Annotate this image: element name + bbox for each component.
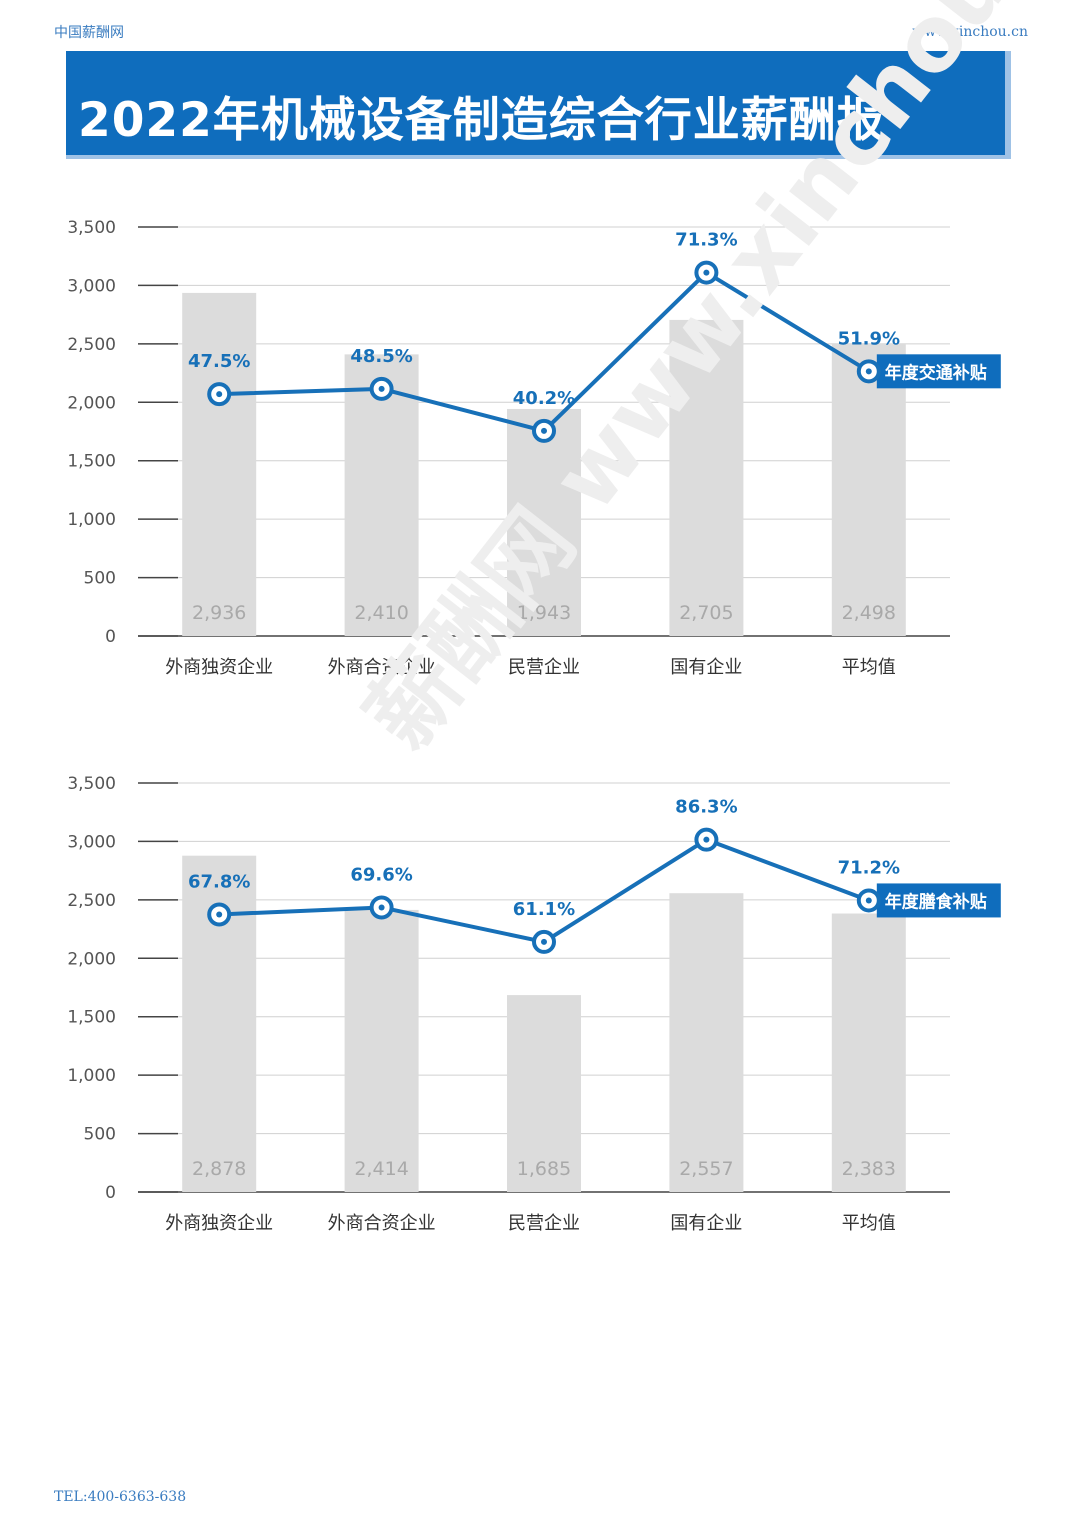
y-tick-label: 2,500 <box>67 891 116 911</box>
legend-label: 年度膳食补贴 <box>885 891 987 912</box>
bar <box>507 995 581 1192</box>
series-point-dot <box>865 368 872 375</box>
bar <box>669 893 744 1192</box>
point-ratio-label: 69.6% <box>350 864 412 885</box>
category-label: 外商独资企业 <box>165 657 273 678</box>
y-tick-label: 0 <box>105 1183 116 1203</box>
point-ratio-label: 48.5% <box>350 346 412 367</box>
y-tick-label: 1,500 <box>67 1008 116 1028</box>
series-point-dot <box>378 904 385 911</box>
y-tick-label: 3,500 <box>67 218 116 238</box>
bar <box>182 292 257 636</box>
series-point-dot <box>703 836 710 843</box>
meal-allowance-chart: 0 500 1,000 1,500 2,000 2,500 3,000 3,500 2,878 外… <box>67 774 1001 1234</box>
y-tick-label: 1,500 <box>67 452 116 472</box>
category-label: 外商独资企业 <box>165 1213 273 1234</box>
series-point-dot <box>541 427 547 434</box>
series-legend: 年度交通补贴 <box>876 354 1001 389</box>
bar-value-label: 2,383 <box>842 1158 896 1180</box>
y-tick-label: 3,000 <box>67 276 116 296</box>
bar-value-label: 2,878 <box>192 1158 246 1180</box>
bar <box>344 354 419 636</box>
footer-tel: TEL:400-6363-638 <box>54 1489 187 1505</box>
category-label: 平均值 <box>842 657 896 678</box>
bar <box>507 408 581 636</box>
y-tick-label: 1,000 <box>67 510 116 530</box>
bar <box>344 909 419 1192</box>
bar-value-label: 2,705 <box>679 602 733 624</box>
category-label: 外商合资企业 <box>328 657 436 678</box>
bar-value-label: 2,410 <box>354 602 408 624</box>
transport-allowance-chart: 0 500 1,000 1,500 2,000 2,500 3,000 3,500 2,936 外… <box>67 218 1001 678</box>
point-ratio-label: 40.2% <box>513 388 575 409</box>
point-ratio-label: 71.3% <box>675 230 737 251</box>
category-label: 平均值 <box>842 1213 896 1234</box>
category-label: 民营企业 <box>508 1213 580 1234</box>
bar <box>669 319 744 636</box>
category-label: 外商合资企业 <box>328 1213 436 1234</box>
series-point-dot <box>378 385 385 392</box>
category-label: 国有企业 <box>670 1213 742 1234</box>
series-point-dot <box>703 269 710 276</box>
y-tick-label: 0 <box>105 627 116 647</box>
bar-value-label: 2,557 <box>679 1158 733 1180</box>
legend-box <box>876 354 1001 389</box>
title-banner: 2022年机械设备制造综合行业薪酬报 <box>66 51 1011 159</box>
legend-label: 年度交通补贴 <box>885 362 987 383</box>
y-tick-label: 1,000 <box>67 1066 116 1086</box>
point-ratio-label: 86.3% <box>675 797 737 818</box>
series-line <box>219 837 870 944</box>
y-tick-label: 2,000 <box>67 949 116 969</box>
bar-value-label: 1,685 <box>517 1158 571 1180</box>
series-point-dot <box>216 391 223 398</box>
y-tick-label: 500 <box>84 569 116 589</box>
y-tick-label: 2,500 <box>67 335 116 355</box>
y-tick-label: 500 <box>84 1125 116 1145</box>
bar <box>831 344 906 636</box>
point-ratio-label: 61.1% <box>513 899 575 920</box>
category-label: 国有企业 <box>670 657 742 678</box>
bar-value-label: 2,414 <box>354 1158 408 1180</box>
y-tick-label: 2,000 <box>67 393 116 413</box>
category-label: 民营企业 <box>508 657 580 678</box>
bar-value-label: 2,498 <box>842 602 896 624</box>
y-tick-label: 3,500 <box>67 774 116 794</box>
bar <box>831 913 906 1192</box>
legend-box <box>876 883 1001 918</box>
point-ratio-label: 51.9% <box>838 328 900 349</box>
page-title: 2022年机械设备制造综合行业薪酬报 <box>78 93 885 148</box>
series-point-dot <box>865 897 872 904</box>
bar-value-label: 2,936 <box>192 602 246 624</box>
site-name: 中国薪酬网 <box>54 25 124 41</box>
point-ratio-label: 67.8% <box>188 871 250 892</box>
point-ratio-label: 47.5% <box>188 351 250 372</box>
point-ratio-label: 71.2% <box>838 857 900 878</box>
y-tick-label: 3,000 <box>67 832 116 852</box>
series-point-dot <box>541 938 547 945</box>
bar-value-label: 1,943 <box>517 602 571 624</box>
series-legend: 年度膳食补贴 <box>876 883 1001 918</box>
site-url[interactable]: www.xinchou.cn <box>912 24 1028 40</box>
series-point-dot <box>216 911 223 918</box>
